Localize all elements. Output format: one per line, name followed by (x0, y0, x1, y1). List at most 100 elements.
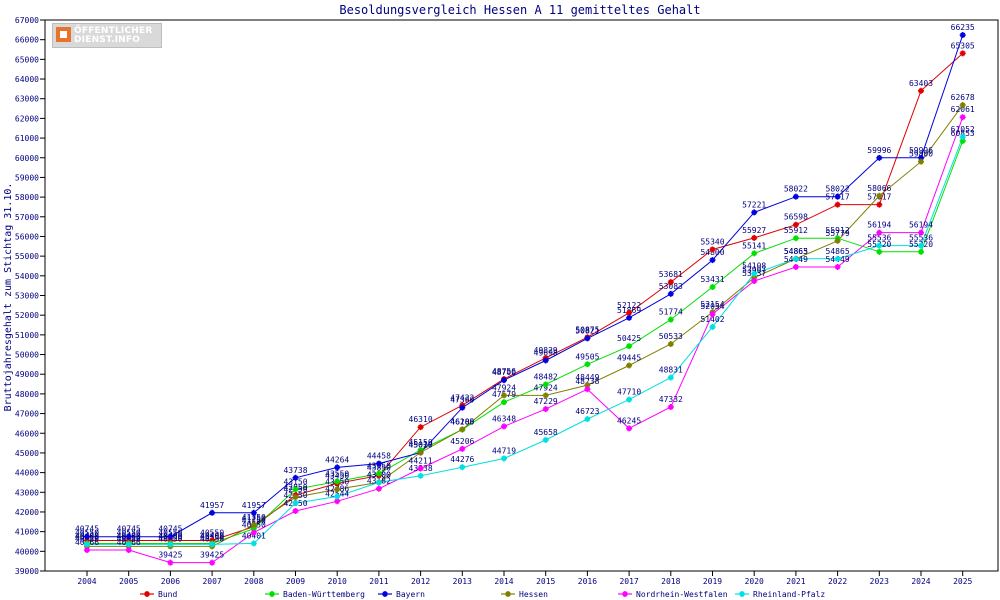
data-label-baden-wuerttemberg: 50425 (617, 334, 641, 343)
y-tick-label: 57000 (15, 213, 39, 222)
data-label-bund: 63403 (909, 79, 933, 88)
y-tick-label: 45000 (15, 449, 39, 458)
x-tick-label: 2018 (661, 577, 680, 586)
data-point-hessen (501, 392, 507, 399)
data-point-rheinland-pfalz (250, 540, 257, 547)
data-point-nordrhein-westfalen (417, 465, 424, 472)
data-point-nordrhein-westfalen (375, 485, 382, 492)
data-label-bayern: 41957 (200, 501, 224, 510)
data-point-nordrhein-westfalen (292, 507, 299, 514)
chart-title: Besoldungsvergleich Hessen A 11 gemittel… (339, 3, 700, 17)
data-label-bund: 40550 (117, 528, 141, 537)
data-point-hessen (626, 362, 633, 369)
data-label-rheinland-pfalz: 40350 (200, 532, 224, 541)
data-point-rheinland-pfalz (751, 270, 758, 277)
data-point-baden-wuerttemberg (250, 525, 257, 532)
data-point-rheinland-pfalz (375, 479, 382, 486)
data-point-bayern (876, 154, 883, 161)
data-point-nordrhein-westfalen (876, 229, 883, 236)
data-point-nordrhein-westfalen (959, 114, 966, 121)
data-point-baden-wuerttemberg (876, 248, 883, 255)
x-tick-label: 2014 (494, 577, 513, 586)
y-tick-label: 46000 (15, 429, 39, 438)
data-label-nordrhein-westfalen: 62061 (951, 105, 975, 114)
data-label-rheinland-pfalz: 40401 (242, 531, 266, 540)
data-label-nordrhein-westfalen: 46348 (492, 414, 516, 423)
y-tick-label: 52000 (15, 311, 39, 320)
data-point-rheinland-pfalz (501, 455, 507, 462)
data-point-bayern (334, 464, 341, 471)
data-label-baden-wuerttemberg: 45150 (409, 438, 433, 447)
data-point-rheinland-pfalz (167, 541, 174, 548)
data-label-bayern: 58022 (784, 185, 808, 194)
x-tick-label: 2010 (328, 577, 347, 586)
data-label-bund: 41250 (242, 515, 266, 524)
y-tick-label: 43000 (15, 488, 39, 497)
data-label-baden-wuerttemberg: 43550 (325, 469, 349, 478)
data-point-rheinland-pfalz (459, 464, 466, 471)
data-point-bund (709, 246, 716, 253)
data-label-bayern: 40745 (117, 525, 141, 534)
data-label-rheinland-pfalz: 48831 (659, 366, 683, 375)
data-label-bund: 50875 (575, 325, 599, 334)
data-label-baden-wuerttemberg: 40400 (200, 531, 224, 540)
data-label-nordrhein-westfalen: 47332 (659, 395, 683, 404)
data-label-baden-wuerttemberg: 55912 (784, 226, 808, 235)
legend-label-bayern: Bayern (396, 590, 425, 599)
data-point-rheinland-pfalz (209, 541, 216, 548)
data-label-baden-wuerttemberg: 43150 (283, 477, 307, 486)
x-tick-label: 2009 (286, 577, 305, 586)
data-label-baden-wuerttemberg: 48482 (534, 372, 558, 381)
data-point-bund (417, 424, 424, 431)
data-label-bund: 52122 (617, 301, 641, 310)
data-label-hessen: 52154 (700, 300, 724, 309)
data-point-hessen (542, 392, 549, 399)
data-label-hessen: 47924 (492, 383, 516, 392)
data-point-hessen (667, 341, 674, 348)
legend-marker-baden-wuerttemberg (269, 591, 275, 597)
y-tick-label: 44000 (15, 469, 39, 478)
data-point-baden-wuerttemberg (709, 284, 716, 291)
data-point-baden-wuerttemberg (626, 343, 633, 350)
data-point-baden-wuerttemberg (501, 399, 507, 406)
data-point-rheinland-pfalz (626, 396, 633, 403)
data-point-nordrhein-westfalen (626, 425, 633, 432)
data-label-bayern: 44264 (325, 455, 349, 464)
data-label-bayern: 41957 (242, 501, 266, 510)
data-label-hessen: 58066 (867, 184, 891, 193)
data-label-nordrhein-westfalen: 46245 (617, 416, 641, 425)
x-tick-label: 2022 (828, 577, 847, 586)
data-point-bayern (751, 209, 758, 216)
data-point-nordrhein-westfalen (501, 423, 507, 430)
data-label-rheinland-pfalz: 55536 (909, 234, 933, 243)
data-point-bayern (834, 193, 841, 200)
data-label-rheinland-pfalz: 54865 (784, 247, 808, 256)
x-tick-label: 2024 (911, 577, 930, 586)
legend-label-rheinland-pfalz: Rheinland-Pfalz (753, 590, 825, 599)
y-tick-label: 59000 (15, 173, 39, 182)
data-point-rheinland-pfalz (334, 493, 341, 500)
data-point-bayern (375, 460, 382, 467)
data-point-baden-wuerttemberg (792, 235, 799, 242)
data-label-hessen: 50533 (659, 332, 683, 341)
data-point-bund (959, 50, 966, 57)
x-tick-label: 2006 (161, 577, 180, 586)
data-point-nordrhein-westfalen (84, 547, 90, 554)
data-point-bayern (250, 509, 257, 516)
data-label-bayern: 40745 (158, 525, 182, 534)
data-label-nordrhein-westfalen: 56194 (909, 221, 933, 230)
data-point-bayern (709, 257, 716, 264)
data-point-bayern (501, 377, 507, 384)
data-label-bund: 53681 (659, 270, 683, 279)
data-point-hessen (292, 494, 299, 501)
y-tick-label: 41000 (15, 528, 39, 537)
y-tick-label: 65000 (15, 55, 39, 64)
data-point-hessen (959, 102, 966, 109)
legend-marker-bund (144, 591, 150, 597)
y-tick-label: 64000 (15, 75, 39, 84)
data-point-baden-wuerttemberg (751, 250, 758, 257)
data-point-baden-wuerttemberg (542, 381, 549, 388)
data-label-rheinland-pfalz: 61052 (951, 125, 975, 134)
data-point-hessen (250, 521, 257, 528)
data-point-nordrhein-westfalen (167, 559, 174, 566)
